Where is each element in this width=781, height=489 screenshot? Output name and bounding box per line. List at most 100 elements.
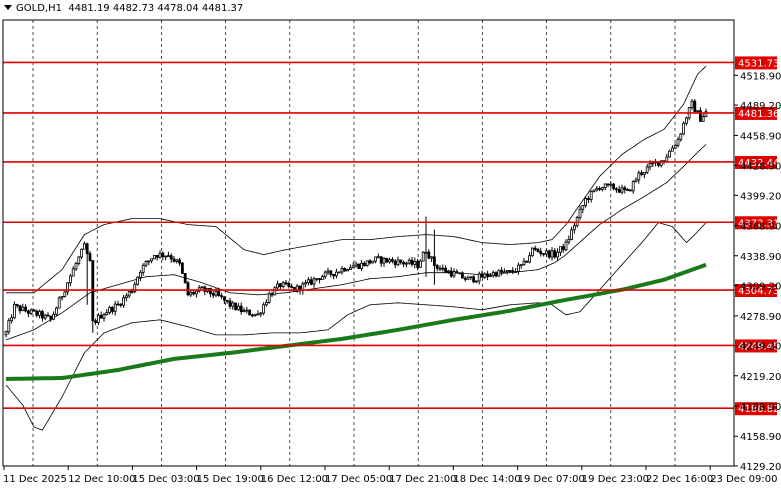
candle <box>362 261 366 267</box>
candle-body <box>220 295 224 298</box>
candle <box>267 291 271 304</box>
candle <box>259 311 263 318</box>
candle <box>21 303 25 312</box>
candle-body <box>351 265 355 269</box>
candle-body <box>441 267 445 270</box>
candle <box>329 270 333 278</box>
candle <box>256 310 260 316</box>
candle <box>245 306 249 314</box>
candle <box>547 249 551 260</box>
candle <box>231 300 235 310</box>
candle-body <box>567 239 571 243</box>
candle-body <box>427 251 431 259</box>
candle-body <box>337 271 341 274</box>
y-tick-label: 4518.90 <box>740 71 781 82</box>
candle <box>178 257 182 266</box>
candle-body <box>623 187 627 190</box>
candle-body <box>581 205 585 210</box>
candle-body <box>432 256 436 266</box>
candle <box>60 295 64 301</box>
candle <box>97 312 100 326</box>
candle <box>556 248 559 261</box>
candle-body <box>334 271 338 277</box>
candle-body <box>595 188 599 191</box>
candle-body <box>587 198 590 200</box>
candle-body <box>122 297 125 306</box>
candle <box>116 300 120 306</box>
candle-body <box>113 303 117 312</box>
candle-body <box>615 188 618 191</box>
candle-body <box>125 295 128 299</box>
candle <box>570 226 573 241</box>
candle-body <box>194 290 198 295</box>
candle <box>385 257 389 264</box>
candle <box>200 285 204 289</box>
y-tick-label: 4129.20 <box>740 462 781 473</box>
candle <box>12 301 16 320</box>
candle <box>365 260 369 267</box>
candle <box>519 264 523 269</box>
candle <box>573 222 576 234</box>
candle-body <box>320 276 324 280</box>
candle-body <box>231 302 235 307</box>
candle-body <box>598 188 601 190</box>
candle-body <box>480 273 484 278</box>
candle-body <box>357 263 361 269</box>
candle <box>309 276 313 286</box>
candle <box>550 247 554 261</box>
candle-body <box>416 260 420 268</box>
candle-body <box>250 314 254 317</box>
x-tick-label: 15 Dec 03:00 <box>132 474 199 485</box>
candle-body <box>634 179 638 182</box>
candle-body <box>180 262 184 274</box>
y-tick-label: 4219.20 <box>740 372 781 383</box>
candle-body <box>10 317 14 322</box>
candle-body <box>404 262 408 265</box>
x-tick-label: 17 Dec 05:00 <box>325 474 392 485</box>
candle-body <box>505 270 509 273</box>
candle <box>701 113 705 122</box>
candle-body <box>186 282 190 296</box>
candle-body <box>413 260 417 265</box>
candle-body <box>315 278 319 280</box>
candle <box>236 302 240 311</box>
candle <box>539 247 543 257</box>
candle <box>432 229 436 285</box>
candle <box>318 277 322 284</box>
candle <box>211 289 215 299</box>
candle <box>180 261 184 274</box>
candle-body <box>169 255 173 260</box>
candle-body <box>584 198 587 207</box>
candle <box>348 264 352 270</box>
candle <box>295 284 299 293</box>
candle <box>262 302 266 316</box>
candle-body <box>444 267 448 273</box>
candle-body <box>340 268 344 273</box>
candle <box>623 185 627 194</box>
candle-body <box>270 293 274 296</box>
candle-body <box>531 247 534 257</box>
y-tick-label: 4188.90 <box>740 402 781 413</box>
candle <box>402 260 406 268</box>
candle <box>125 293 128 302</box>
candle <box>26 309 30 318</box>
candle <box>592 189 596 193</box>
candle <box>172 255 176 263</box>
candle <box>522 258 526 266</box>
candle <box>69 273 72 287</box>
candle-body <box>407 259 411 264</box>
candle-body <box>500 269 504 273</box>
candle-body <box>673 144 677 149</box>
candle-body <box>225 299 229 302</box>
candle-body <box>278 283 282 287</box>
collapse-triangle-icon[interactable] <box>4 5 12 10</box>
candle <box>7 317 11 335</box>
candle <box>452 268 456 278</box>
candle <box>301 281 305 295</box>
candle <box>458 272 462 275</box>
candle <box>122 294 125 308</box>
candle-body <box>645 166 649 173</box>
candle-body <box>35 310 39 316</box>
candle-body <box>155 255 159 258</box>
